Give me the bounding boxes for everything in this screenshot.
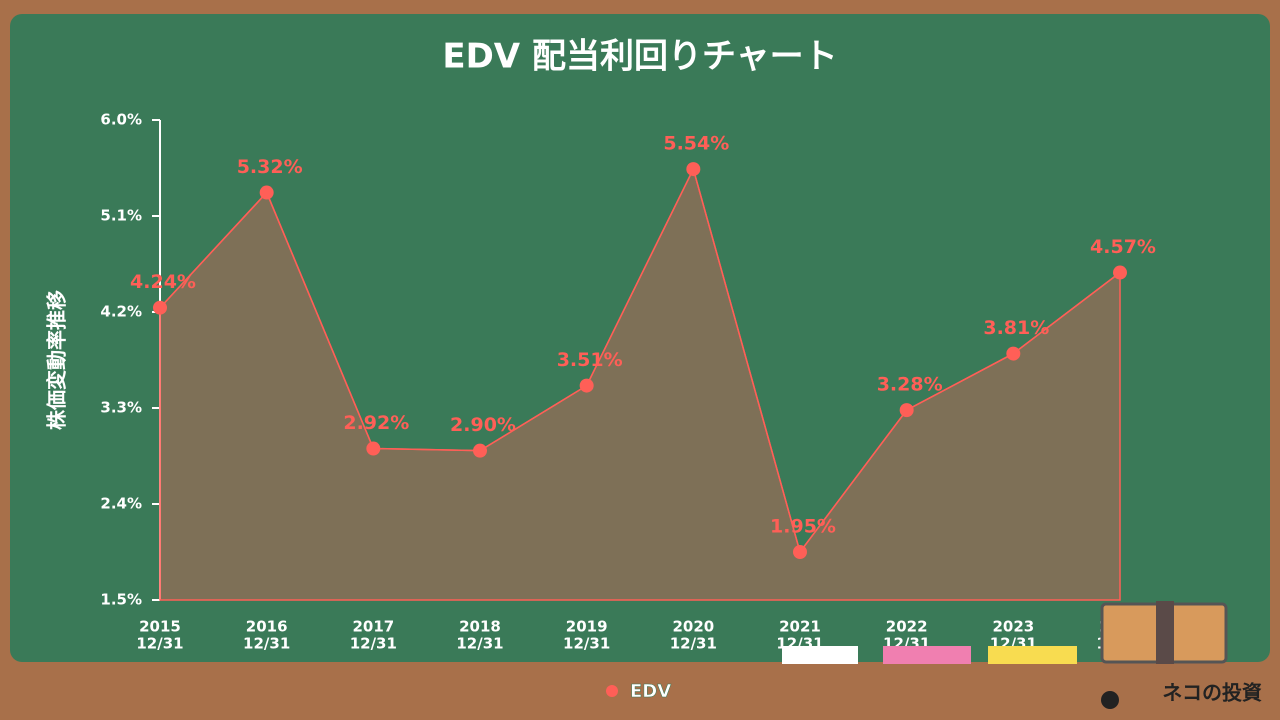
y-tick-label: 2.4% bbox=[100, 495, 142, 513]
brand: ネコの投資 bbox=[1162, 681, 1262, 705]
point bbox=[153, 300, 167, 315]
chalk-pink bbox=[883, 646, 971, 664]
data-label: 2.92% bbox=[343, 412, 409, 434]
point bbox=[473, 443, 487, 458]
x-tick-label: 12/31 bbox=[136, 635, 183, 653]
x-tick-label: 2019 bbox=[566, 618, 608, 636]
legend-marker bbox=[606, 685, 618, 697]
point bbox=[1006, 346, 1021, 361]
x-tick-label: 2021 bbox=[779, 618, 821, 636]
x-tick-label: 2016 bbox=[246, 618, 288, 636]
x-tick-label: 2017 bbox=[352, 618, 394, 636]
chart-title: EDV 配当利回りチャート bbox=[442, 37, 837, 77]
y-tick-label: 3.3% bbox=[100, 399, 142, 417]
x-tick-label: 12/31 bbox=[350, 635, 397, 653]
data-label: 3.51% bbox=[557, 349, 623, 371]
x-tick-label: 2018 bbox=[459, 618, 501, 636]
point bbox=[793, 545, 807, 559]
data-label: 5.54% bbox=[663, 133, 729, 155]
point bbox=[579, 378, 594, 393]
x-tick-label: 2023 bbox=[992, 618, 1034, 636]
data-label: 4.57% bbox=[1090, 236, 1156, 258]
chalk-yellow bbox=[988, 646, 1077, 664]
point bbox=[1113, 265, 1127, 280]
y-tick-label: 5.1% bbox=[100, 207, 142, 225]
point bbox=[686, 162, 701, 177]
chalk-white bbox=[782, 646, 858, 664]
y-tick-label: 1.5% bbox=[100, 591, 142, 609]
data-label: 3.81% bbox=[983, 317, 1049, 339]
brand-icon bbox=[1101, 691, 1119, 709]
x-tick-label: 12/31 bbox=[563, 635, 610, 653]
x-tick-label: 12/31 bbox=[670, 635, 717, 653]
y-axis-label: 株価変動率推移 bbox=[45, 290, 69, 430]
data-label: 1.95% bbox=[770, 516, 836, 538]
legend-label: EDV bbox=[630, 681, 671, 702]
x-tick-label: 12/31 bbox=[456, 635, 503, 653]
x-tick-label: 12/31 bbox=[243, 635, 290, 653]
point bbox=[259, 185, 274, 200]
data-label: 4.24% bbox=[130, 271, 196, 293]
x-tick-label: 2015 bbox=[139, 618, 181, 636]
line bbox=[159, 166, 1121, 554]
data-label: 3.28% bbox=[877, 374, 943, 396]
y-tick-label: 6.0% bbox=[100, 111, 142, 129]
point bbox=[366, 441, 381, 456]
x-tick-label: 2022 bbox=[886, 618, 928, 636]
data-label: 5.32% bbox=[237, 156, 303, 178]
x-tick-label: 2020 bbox=[672, 618, 714, 636]
eraser-band bbox=[1156, 601, 1174, 664]
data-label: 2.90% bbox=[450, 414, 516, 436]
y-tick-label: 4.2% bbox=[100, 303, 142, 321]
board bbox=[10, 14, 1270, 662]
point bbox=[899, 403, 914, 418]
